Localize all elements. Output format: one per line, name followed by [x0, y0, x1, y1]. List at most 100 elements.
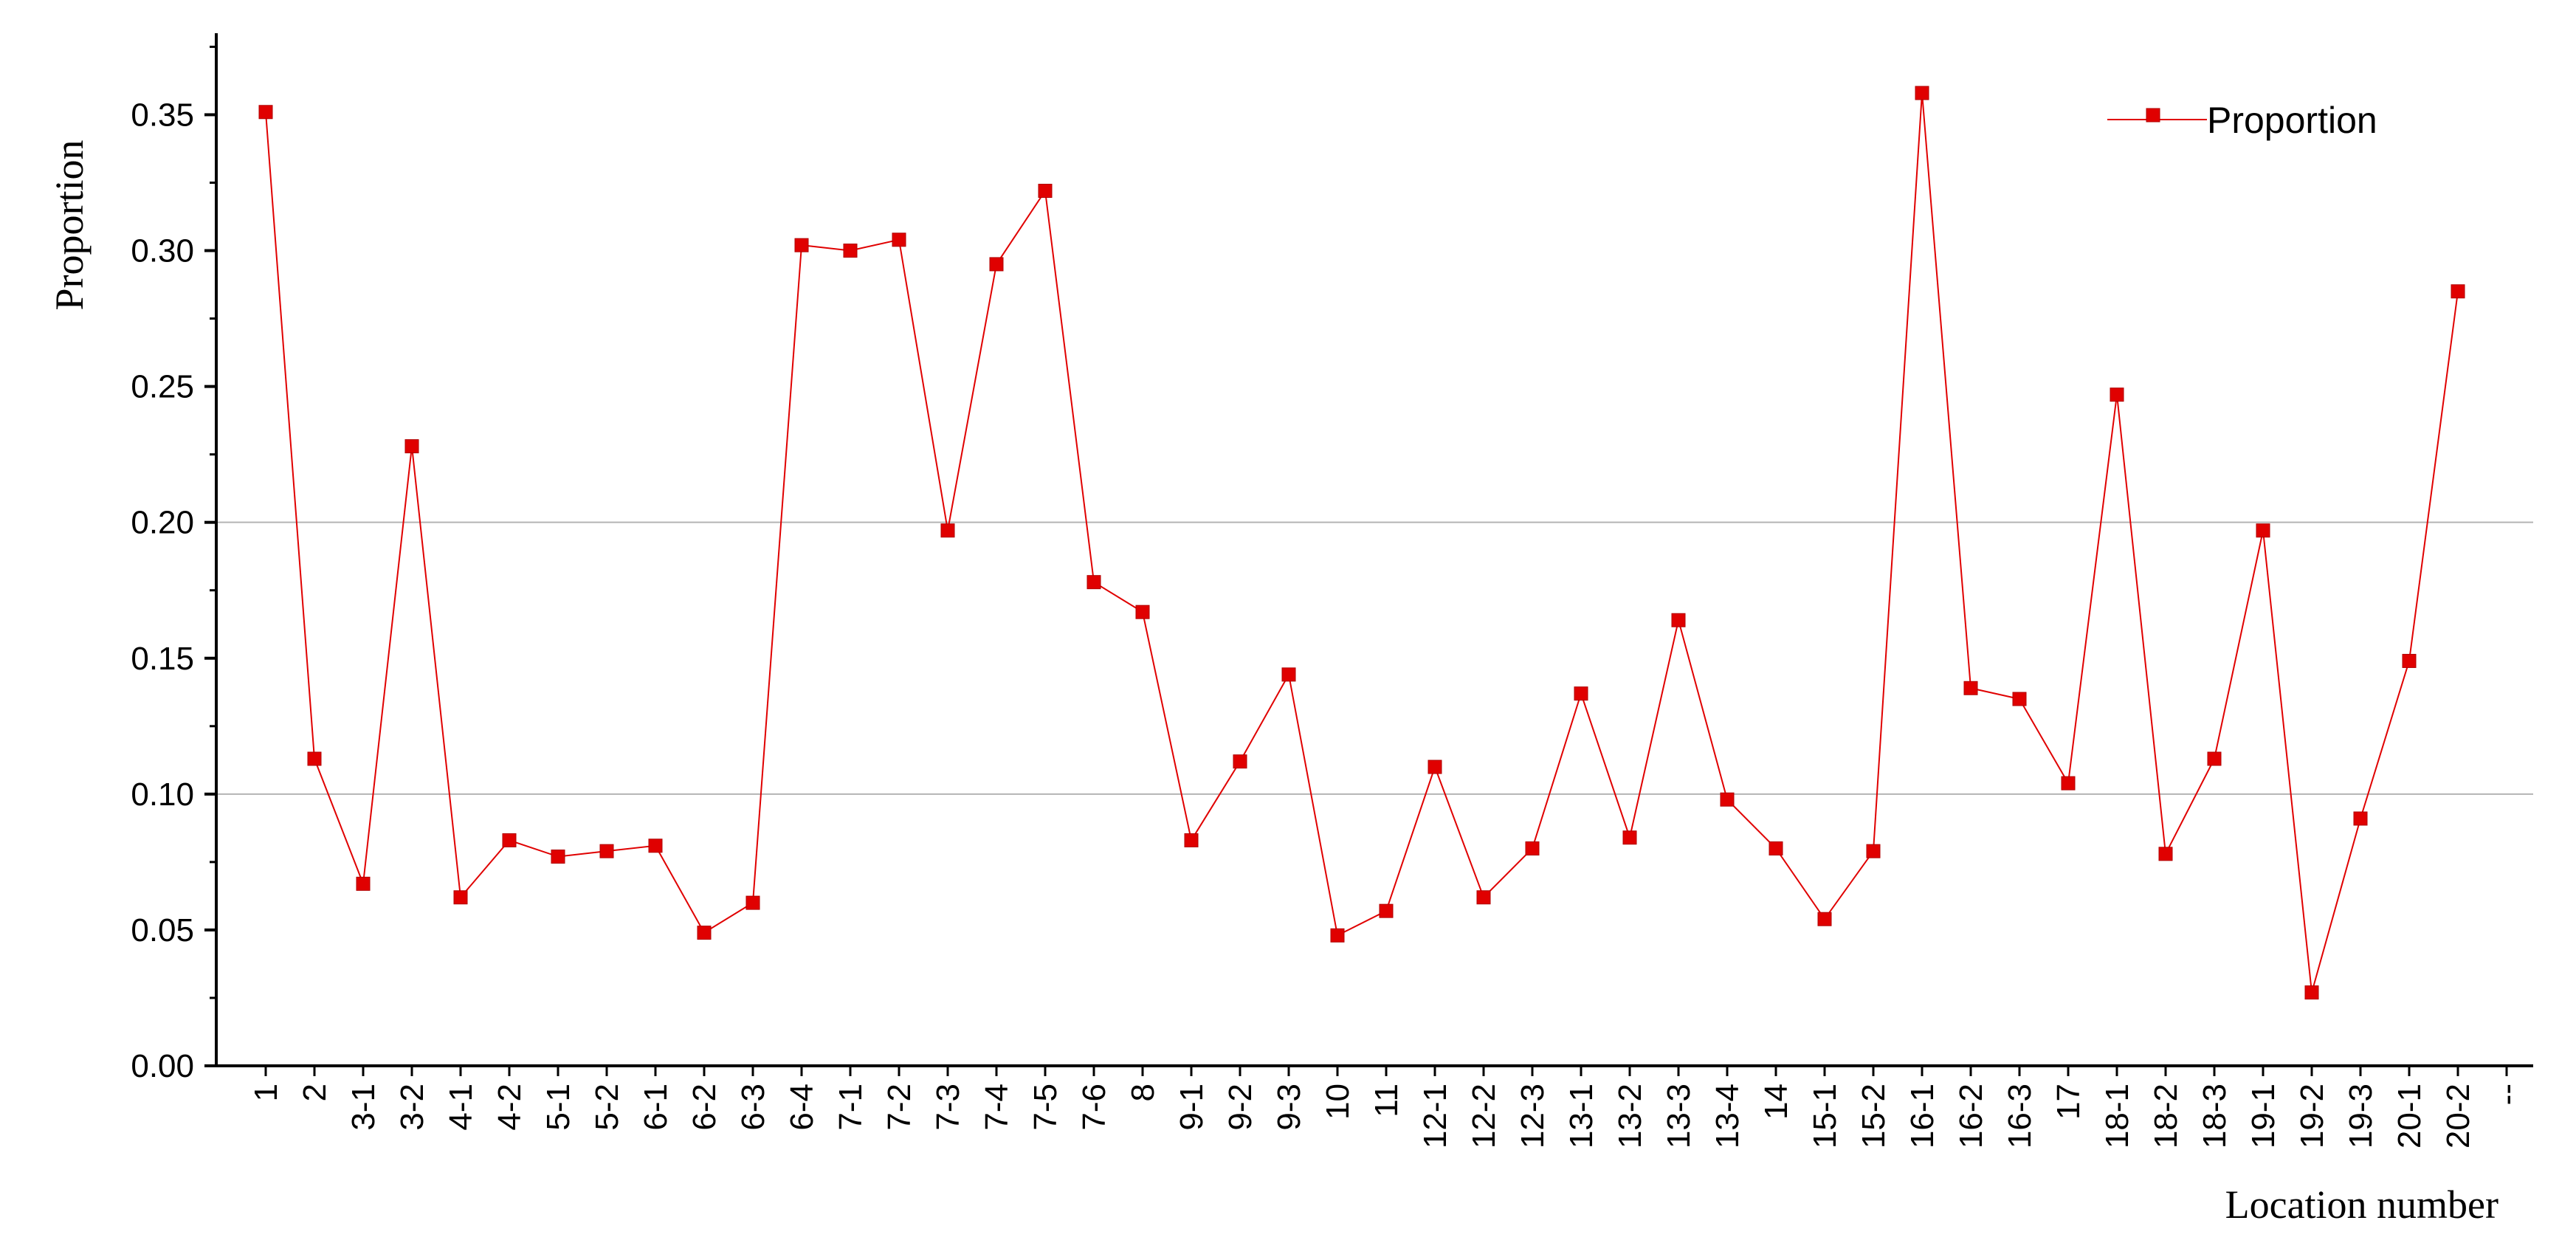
data-point: [258, 105, 273, 120]
data-point: [2353, 811, 2368, 826]
x-tick-label: 9-2: [1222, 1084, 1258, 1131]
x-tick-label: 17: [2050, 1084, 2087, 1120]
data-point: [453, 890, 468, 905]
x-tick-label: 3-2: [394, 1084, 430, 1131]
axes: [215, 33, 2533, 1067]
data-point: [1769, 841, 1783, 855]
data-point: [551, 850, 565, 864]
x-tick-label: 13-1: [1563, 1084, 1599, 1148]
x-tick-label: 6-1: [638, 1084, 674, 1131]
x-tick-label: 4-2: [492, 1084, 528, 1131]
data-point: [843, 244, 858, 258]
data-point: [1622, 830, 1637, 845]
data-point: [1135, 605, 1150, 619]
x-tick-label: 15-2: [1856, 1084, 1892, 1148]
y-tick-label: 0.30: [131, 233, 194, 269]
x-tick-label: 7-3: [930, 1084, 966, 1131]
x-tick-label: 13-2: [1612, 1084, 1648, 1148]
y-tick-label: 0.05: [131, 912, 194, 948]
x-tick-label: 9-3: [1271, 1084, 1307, 1131]
x-tick-label: 12-2: [1466, 1084, 1502, 1148]
data-point: [1866, 844, 1881, 858]
x-tick-label: 14: [1758, 1084, 1794, 1120]
x-tick-label: 4-1: [443, 1084, 479, 1131]
data-point: [1184, 833, 1199, 847]
x-tick-label: 19-2: [2294, 1084, 2330, 1148]
data-point: [2402, 653, 2417, 668]
x-tick-label: 2: [297, 1084, 333, 1101]
x-tick-label: 18-1: [2099, 1084, 2135, 1148]
x-tick-label: 6-2: [686, 1084, 723, 1131]
y-tick-label: 0.15: [131, 641, 194, 677]
x-tick-label: 7-5: [1027, 1084, 1064, 1131]
data-point: [1476, 890, 1491, 905]
data-point: [2451, 284, 2465, 299]
x-tick-label: 20-1: [2391, 1084, 2428, 1148]
x-tick-label: --: [2489, 1084, 2525, 1105]
data-point: [1963, 681, 1978, 695]
x-tick-label: 13-4: [1709, 1084, 1746, 1148]
data-point: [794, 238, 809, 252]
data-point: [989, 257, 1004, 272]
data-point: [1379, 903, 1394, 918]
x-tick-label: 19-3: [2343, 1084, 2379, 1148]
x-tick-label: 10: [1320, 1084, 1356, 1120]
series-proportion: [258, 86, 2465, 1000]
x-tick-label: 9-1: [1174, 1084, 1210, 1131]
data-point: [1233, 754, 1247, 769]
x-axis-title: Location number: [2225, 1182, 2498, 1227]
data-point: [892, 233, 906, 247]
data-point: [2061, 776, 2076, 791]
x-tick-label: 6-4: [784, 1084, 820, 1131]
x-tick-label: 5-1: [540, 1084, 576, 1131]
data-point: [502, 833, 517, 847]
y-tick-label: 0.00: [131, 1048, 194, 1084]
grid-lines: [216, 521, 2533, 795]
x-tick-label: 13-3: [1661, 1084, 1697, 1148]
data-point: [599, 844, 614, 858]
x-tick-label: 16-3: [2002, 1084, 2038, 1148]
x-tick-label: 8: [1125, 1084, 1161, 1101]
y-axis-title: Proportion: [47, 140, 92, 310]
legend-label: Proportion: [2207, 100, 2377, 141]
data-point: [697, 926, 712, 940]
data-point: [1525, 841, 1540, 855]
legend: Proportion: [2107, 100, 2377, 141]
data-point: [648, 838, 663, 853]
data-point: [1720, 792, 1735, 807]
x-tick-label: 12-3: [1515, 1084, 1551, 1148]
data-point: [1817, 912, 1832, 926]
data-point: [307, 751, 322, 766]
x-tick-label: 7-1: [833, 1084, 869, 1131]
x-tick-label: 18-2: [2148, 1084, 2184, 1148]
x-tick-label: 16-1: [1904, 1084, 1940, 1148]
x-tick-label: 12-1: [1417, 1084, 1453, 1148]
series-line: [265, 92, 2459, 993]
data-point: [2207, 751, 2222, 766]
data-point: [940, 523, 955, 538]
y-tick-label: 0.35: [131, 97, 194, 133]
x-tick-label: 11: [1368, 1084, 1405, 1117]
x-tick-label: 3-1: [345, 1084, 382, 1131]
legend-marker: [2146, 108, 2160, 123]
x-tick-label: 7-2: [881, 1084, 917, 1131]
data-point: [1281, 667, 1296, 682]
y-tick-label: 0.20: [131, 505, 194, 541]
data-point: [404, 439, 419, 454]
y-tick-label: 0.25: [131, 369, 194, 405]
data-point: [745, 895, 760, 910]
x-tick-label: 16-2: [1953, 1084, 1989, 1148]
data-point: [2012, 692, 2027, 706]
data-point: [1428, 760, 1442, 774]
data-point: [1671, 613, 1686, 627]
data-point: [1086, 575, 1101, 590]
data-point: [1574, 686, 1588, 701]
x-tick-label: 15-1: [1807, 1084, 1843, 1148]
y-tick-label: 0.10: [131, 776, 194, 813]
x-tick-label: 1: [248, 1084, 284, 1101]
data-point: [1038, 184, 1053, 199]
x-tick-label: 18-3: [2197, 1084, 2233, 1148]
x-tick-label: 7-4: [979, 1084, 1015, 1131]
data-point: [1915, 86, 1929, 100]
